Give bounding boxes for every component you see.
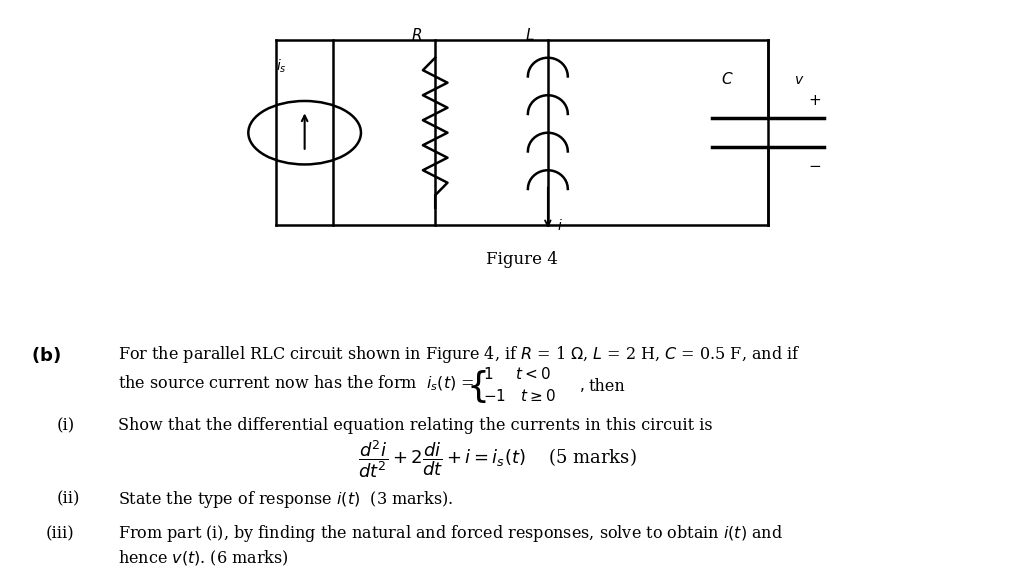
Text: $\{$: $\{$	[466, 368, 486, 405]
Text: then: then	[589, 378, 626, 395]
Text: $C$: $C$	[721, 70, 733, 87]
Text: $1 \quad\;\; t < 0$: $1 \quad\;\; t < 0$	[483, 366, 552, 382]
Text: $+$: $+$	[808, 93, 820, 108]
Text: Figure 4: Figure 4	[486, 251, 558, 268]
Text: $\mathbf{(b)}$: $\mathbf{(b)}$	[31, 345, 60, 365]
Text: $R$: $R$	[412, 27, 422, 43]
Text: $i$: $i$	[557, 218, 563, 233]
Text: From part (i), by finding the natural and forced responses, solve to obtain $i(t: From part (i), by finding the natural an…	[118, 523, 782, 544]
Text: $-$: $-$	[808, 157, 820, 172]
Text: (iii): (iii)	[46, 525, 75, 542]
Text: the source current now has the form  $i_s(t)$ =: the source current now has the form $i_s…	[118, 374, 474, 394]
Text: $-1 \quad t \geq 0$: $-1 \quad t \geq 0$	[483, 388, 556, 404]
Text: Show that the differential equation relating the currents in this circuit is: Show that the differential equation rela…	[118, 417, 713, 434]
Text: hence $v(t)$. (6 marks): hence $v(t)$. (6 marks)	[118, 548, 289, 568]
Text: For the parallel RLC circuit shown in Figure 4, if $R$ = 1 $\Omega$, $L$ = 2 H, : For the parallel RLC circuit shown in Fi…	[118, 344, 800, 365]
Text: $,$: $,$	[579, 380, 584, 394]
Text: (i): (i)	[56, 417, 75, 434]
Text: $v$: $v$	[794, 73, 804, 87]
Text: $L$: $L$	[524, 27, 535, 43]
Text: (ii): (ii)	[56, 490, 80, 508]
Text: $i_s$: $i_s$	[276, 58, 287, 75]
Text: $\dfrac{d^2i}{dt^2}+2\dfrac{di}{dt} + i = i_s(t)$$\quad$ (5 marks): $\dfrac{d^2i}{dt^2}+2\dfrac{di}{dt} + i …	[358, 438, 637, 479]
Text: State the type of response $i(t)$  (3 marks).: State the type of response $i(t)$ (3 mar…	[118, 489, 454, 509]
